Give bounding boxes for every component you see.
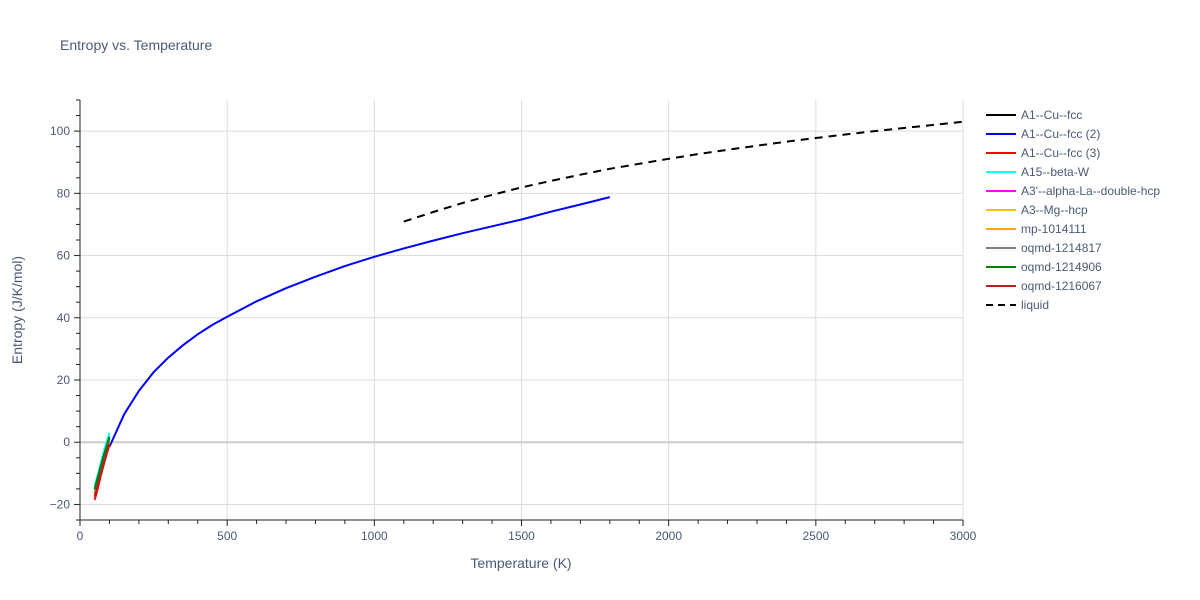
series-layer	[93, 120, 964, 501]
series-line-1	[108, 196, 611, 448]
legend-item[interactable]: liquid	[986, 298, 1049, 312]
x-tick-label: 2000	[655, 529, 682, 543]
legend-item[interactable]: oqmd-1214906	[986, 260, 1102, 274]
legend-item[interactable]: A3--Mg--hcp	[986, 203, 1088, 217]
y-axis-title: Entropy (J/K/mol)	[9, 256, 25, 364]
series-line-9	[93, 443, 111, 497]
legend-item[interactable]: oqmd-1216067	[986, 279, 1102, 293]
y-tick-label: −20	[50, 497, 71, 511]
x-axis-title: Temperature (K)	[470, 555, 571, 571]
chart-title: Entropy vs. Temperature	[60, 37, 212, 53]
series-line-8	[93, 436, 111, 490]
x-tick-label: 3000	[950, 529, 977, 543]
legend-label: liquid	[1021, 298, 1049, 312]
legend-item[interactable]: A3'--alpha-La--double-hcp	[986, 184, 1160, 198]
legend-label: oqmd-1214817	[1021, 241, 1102, 255]
legend-item[interactable]: A15--beta-W	[986, 165, 1090, 179]
x-tick-label: 1000	[361, 529, 388, 543]
legend-label: A1--Cu--fcc	[1021, 108, 1082, 122]
x-tick-label: 0	[77, 529, 84, 543]
y-tick-label: 20	[57, 373, 71, 387]
legend-label: A15--beta-W	[1021, 165, 1090, 179]
y-tick-label: 40	[57, 311, 71, 325]
legend-item[interactable]: A1--Cu--fcc (2)	[986, 127, 1100, 141]
legend-item[interactable]: mp-1014111	[986, 222, 1087, 236]
x-tick-label: 2500	[802, 529, 829, 543]
x-tick-label: 500	[217, 529, 237, 543]
legend-item[interactable]: A1--Cu--fcc (3)	[986, 146, 1100, 160]
legend-label: A3--Mg--hcp	[1021, 203, 1088, 217]
legend-label: A1--Cu--fcc (2)	[1021, 127, 1100, 141]
series-line-10	[403, 120, 964, 223]
x-tick-label: 1500	[508, 529, 535, 543]
legend-label: oqmd-1214906	[1021, 260, 1102, 274]
legend-item[interactable]: oqmd-1214817	[986, 241, 1102, 255]
y-tick-label: 100	[50, 124, 70, 138]
y-tick-label: 0	[63, 435, 70, 449]
grid	[80, 100, 964, 520]
y-tick-label: 80	[57, 186, 71, 200]
legend-label: oqmd-1216067	[1021, 279, 1102, 293]
y-tick-label: 60	[57, 249, 71, 263]
legend-item[interactable]: A1--Cu--fcc	[986, 108, 1082, 122]
legend-label: mp-1014111	[1021, 222, 1087, 236]
legend-label: A1--Cu--fcc (3)	[1021, 146, 1100, 160]
legend-label: A3'--alpha-La--double-hcp	[1021, 184, 1160, 198]
legend[interactable]: A1--Cu--fcc A1--Cu--fcc (2) A1--Cu--fcc (3…	[986, 108, 1160, 312]
axes: 0 500 1000 1500 2000 2500 3000 −20 0 20 40 60 80 100	[50, 99, 977, 543]
